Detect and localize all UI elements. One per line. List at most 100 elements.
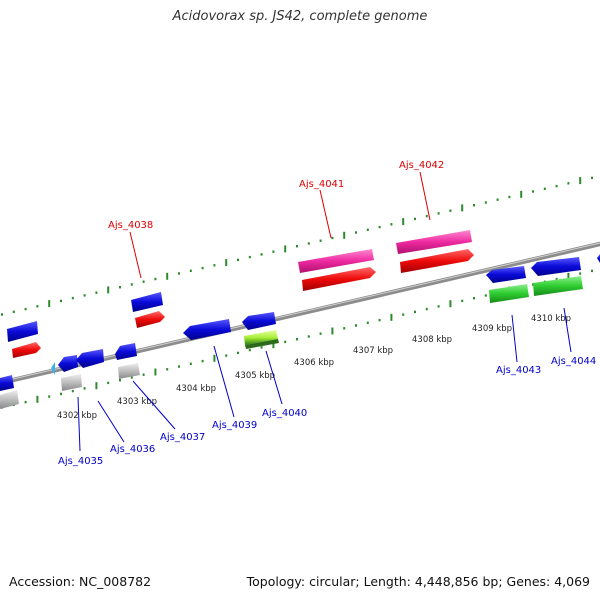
minor-tick <box>319 239 322 242</box>
major-tick <box>449 300 452 308</box>
gene-arrow[interactable] <box>12 342 41 358</box>
leader-ajs-4042 <box>419 171 431 221</box>
gene-label-ajs-4039[interactable]: Ajs_4039 <box>212 420 257 431</box>
minor-tick <box>307 335 310 338</box>
major-tick <box>390 313 393 321</box>
major-tick <box>272 341 275 349</box>
gene-arrow[interactable] <box>118 363 140 379</box>
minor-tick <box>130 283 133 286</box>
minor-tick <box>48 395 51 398</box>
gene-label-ajs-4043[interactable]: Ajs_4043 <box>496 365 541 376</box>
genome-summary-text: Topology: circular; Length: 4,448,856 bp… <box>246 574 590 589</box>
minor-tick <box>189 269 192 272</box>
kbp-label-4303: 4303 kbp <box>117 397 157 407</box>
minor-tick <box>449 209 452 212</box>
gene-label-ajs-4040[interactable]: Ajs_4040 <box>262 408 307 419</box>
minor-tick <box>307 242 310 245</box>
minor-tick <box>296 338 298 341</box>
gene-arrow-ajs-4041[interactable] <box>302 267 376 291</box>
gene-arrow-ajs-4037[interactable] <box>115 343 137 360</box>
major-tick <box>331 327 334 335</box>
major-tick <box>166 272 169 280</box>
minor-tick <box>107 381 110 385</box>
minor-tick <box>484 201 487 204</box>
gene-arrow[interactable] <box>489 284 529 303</box>
gene-arrow-ajs-4043[interactable] <box>486 266 526 283</box>
leader-ajs-4044 <box>563 307 572 353</box>
map-title: Acidovorax sp. JS42, complete genome <box>172 9 428 24</box>
gene-label-ajs-4035[interactable]: Ajs_4035 <box>58 456 103 467</box>
minor-tick <box>60 299 62 303</box>
gene-arrow-ajs-4044[interactable] <box>531 257 581 276</box>
minor-tick <box>532 190 534 193</box>
minor-tick <box>378 318 381 322</box>
minor-tick <box>402 313 405 316</box>
minor-tick <box>225 354 228 357</box>
gene-arrow-ajs-4039[interactable] <box>183 319 231 340</box>
minor-tick <box>532 283 534 286</box>
minor-tick <box>248 255 251 259</box>
minor-tick <box>201 359 204 363</box>
gene-arrow[interactable] <box>298 249 374 273</box>
major-tick <box>95 382 98 390</box>
gene-arrow[interactable] <box>244 330 278 345</box>
minor-tick <box>12 310 15 313</box>
kbp-label-4304: 4304 kbp <box>176 384 216 394</box>
minor-tick <box>543 187 546 190</box>
gene-arrow[interactable] <box>7 321 38 342</box>
minor-tick <box>366 321 369 324</box>
gene-arrow[interactable] <box>131 292 163 312</box>
gene-arrow[interactable] <box>61 374 82 391</box>
major-tick <box>213 354 216 362</box>
gene-arrow[interactable] <box>0 390 19 409</box>
kbp-label-4302: 4302 kbp <box>57 411 97 421</box>
leader-lines <box>77 171 572 452</box>
minor-tick <box>189 362 192 365</box>
gene-label-ajs-4037[interactable]: Ajs_4037 <box>160 432 205 443</box>
leader-ajs-4040 <box>265 350 283 405</box>
minor-tick <box>237 351 239 355</box>
minor-tick <box>71 296 74 300</box>
minor-tick <box>24 307 27 311</box>
gene-arrow-ajs-4038[interactable] <box>135 311 165 328</box>
minor-tick <box>366 228 369 231</box>
gene-arrow[interactable] <box>396 230 472 254</box>
leader-ajs-4039 <box>213 345 235 418</box>
minor-tick <box>178 272 180 275</box>
minor-tick <box>437 212 440 215</box>
gene-arrow-ajs-4042[interactable] <box>400 249 474 273</box>
gene-label-ajs-4038[interactable]: Ajs_4038 <box>108 220 153 231</box>
gene-arrow-ajs-4035[interactable] <box>58 355 78 372</box>
minor-tick <box>591 269 593 273</box>
kbp-label-4308: 4308 kbp <box>412 335 452 345</box>
major-tick <box>154 368 157 376</box>
minor-tick <box>272 250 275 253</box>
minor-tick <box>390 223 393 226</box>
leader-ajs-4043 <box>511 314 518 363</box>
gene-arrow[interactable] <box>245 339 279 349</box>
gene-arrow[interactable] <box>597 254 600 263</box>
minor-tick <box>119 286 121 289</box>
gene-arrow-ajs-4036[interactable] <box>76 349 104 368</box>
gene-arrow[interactable] <box>0 375 14 391</box>
kbp-labels: 4302 kbp 4303 kbp 4304 kbp 4305 kbp 4306… <box>57 314 571 421</box>
leader-ajs-4035 <box>77 396 81 452</box>
minor-tick <box>473 204 475 207</box>
gene-arrow[interactable] <box>533 276 583 296</box>
gene-label-ajs-4036[interactable]: Ajs_4036 <box>110 444 155 455</box>
minor-tick <box>591 176 593 180</box>
gene-label-ajs-4044[interactable]: Ajs_4044 <box>551 356 596 367</box>
minor-tick <box>331 236 334 240</box>
upper-tick-ring <box>1 176 593 316</box>
minor-tick <box>260 346 263 349</box>
major-tick <box>579 177 582 185</box>
major-tick <box>36 395 39 403</box>
minor-tick <box>154 277 157 281</box>
gene-label-ajs-4041[interactable]: Ajs_4041 <box>299 179 344 190</box>
gene-arrow-ajs-4040[interactable] <box>242 312 276 330</box>
minor-tick <box>213 264 216 267</box>
gene-label-ajs-4042[interactable]: Ajs_4042 <box>399 160 444 171</box>
minor-tick <box>473 297 475 300</box>
leader-ajs-4036 <box>97 400 125 443</box>
